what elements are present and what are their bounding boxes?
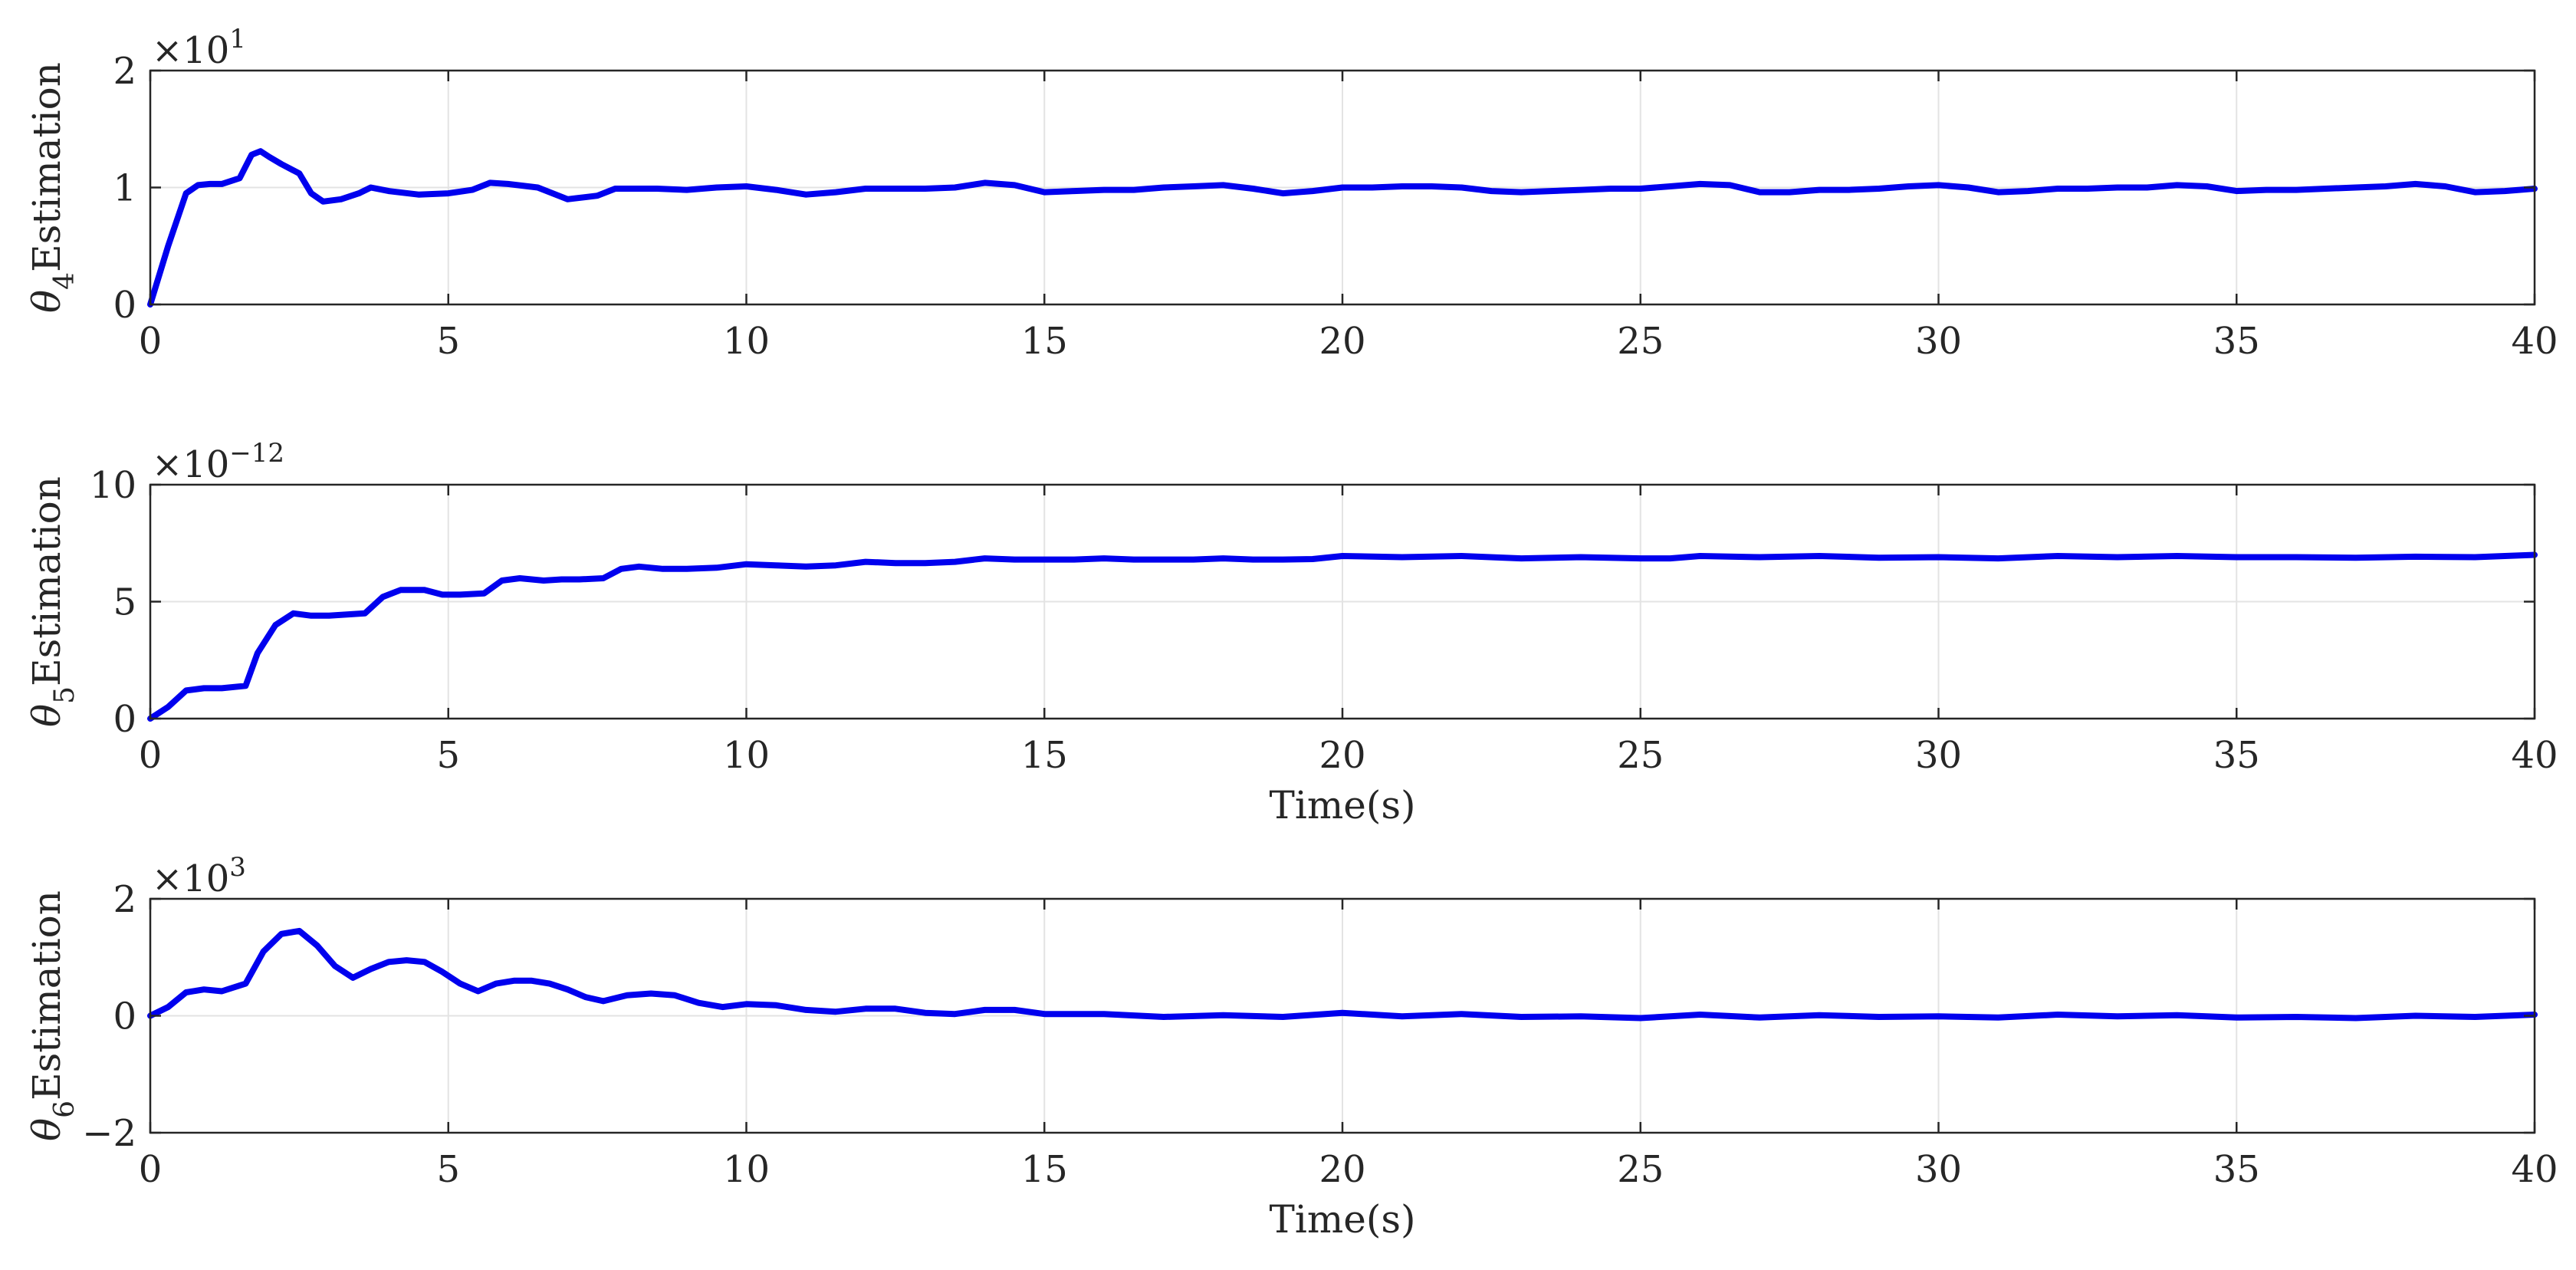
y-tick-label: 0 <box>113 995 136 1038</box>
x-tick-label: 35 <box>2213 734 2260 777</box>
x-tick-label: 40 <box>2511 1148 2558 1191</box>
y-axis-label-symbol: θ <box>25 290 69 313</box>
x-tick-label: 5 <box>436 1148 460 1191</box>
series-line-theta4 <box>147 148 2538 308</box>
x-tick-label: 15 <box>1021 734 1068 777</box>
y-tick-label: 0 <box>113 698 136 741</box>
y-axis-label-text: Estimation <box>25 476 69 686</box>
x-tick-label: 40 <box>2511 734 2558 777</box>
exponent-label: ×101 <box>152 24 246 72</box>
x-tick-label: 30 <box>1915 320 1962 363</box>
x-tick-label: 25 <box>1617 734 1664 777</box>
x-tick-label: 10 <box>723 320 770 363</box>
x-axis-label: Time(s) <box>1269 1197 1415 1242</box>
exponent-label: ×103 <box>152 852 246 900</box>
exponent-base: ×10 <box>152 29 229 72</box>
y-axis-label-subscript: 6 <box>49 1101 80 1118</box>
x-tick-label: 20 <box>1319 1148 1365 1191</box>
x-axis-label: Time(s) <box>1269 783 1415 827</box>
x-tick-label: 5 <box>436 734 460 777</box>
x-tick-label: 10 <box>723 1148 770 1191</box>
y-tick-label: 1 <box>113 167 136 210</box>
x-tick-label: 25 <box>1617 320 1664 363</box>
x-tick-label: 25 <box>1617 1148 1664 1191</box>
exponent-power: 1 <box>229 24 246 54</box>
chart-panel-theta6: 0 5 10 15 20 25 30 35 40−202 ×103θ6EstimationTime… <box>25 852 2558 1242</box>
x-tick-label: 35 <box>2213 1148 2260 1191</box>
y-axis-label-text: Estimation <box>25 890 69 1101</box>
y-tick-label: 2 <box>113 878 136 921</box>
x-tick-label: 0 <box>139 1148 163 1191</box>
exponent-power: −12 <box>229 438 284 469</box>
x-tick-label: 20 <box>1319 320 1365 363</box>
y-tick-label: 10 <box>90 464 136 507</box>
y-axis-label-subscript: 4 <box>49 272 80 290</box>
y-tick-label: −2 <box>82 1112 136 1155</box>
y-axis-label-text: Estimation <box>25 62 69 272</box>
x-tick-label: 20 <box>1319 734 1365 777</box>
y-axis-label-symbol: θ <box>25 704 69 727</box>
y-axis-label: θ6Estimation <box>25 890 80 1141</box>
y-axis-label: θ5Estimation <box>25 476 80 727</box>
series-line-theta5 <box>147 551 2538 722</box>
y-axis-label-symbol: θ <box>25 1118 69 1141</box>
x-tick-label: 30 <box>1915 734 1962 777</box>
y-axis-label-subscript: 5 <box>49 686 80 704</box>
exponent-base: ×10 <box>152 443 229 486</box>
y-tick-label: 2 <box>113 50 136 93</box>
x-tick-label: 30 <box>1915 1148 1962 1191</box>
y-tick-label: 5 <box>113 581 136 624</box>
x-tick-label: 0 <box>139 320 163 363</box>
exponent-label: ×10−12 <box>152 438 284 486</box>
series-line-theta6 <box>147 927 2538 1022</box>
x-tick-label: 35 <box>2213 320 2260 363</box>
x-tick-label: 15 <box>1021 320 1068 363</box>
x-tick-label: 40 <box>2511 320 2558 363</box>
exponent-base: ×10 <box>152 857 229 900</box>
y-tick-label: 0 <box>113 284 136 327</box>
exponent-power: 3 <box>229 852 246 883</box>
x-tick-label: 15 <box>1021 1148 1068 1191</box>
x-tick-label: 5 <box>436 320 460 363</box>
x-tick-label: 0 <box>139 734 163 777</box>
y-axis-label: θ4Estimation <box>25 62 80 313</box>
x-tick-label: 10 <box>723 734 770 777</box>
